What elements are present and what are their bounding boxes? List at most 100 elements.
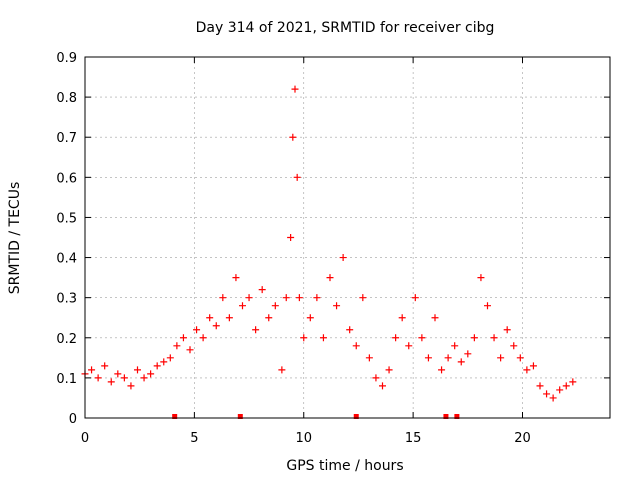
data-point-0-20 xyxy=(212,322,220,330)
data-point-0-65 xyxy=(484,302,491,310)
data-point-0-51 xyxy=(392,334,400,342)
data-point-0-9 xyxy=(140,374,148,382)
data-point-0-38 xyxy=(306,314,314,322)
data-point-0-19 xyxy=(206,314,214,322)
y-tick-label-5: 0.5 xyxy=(56,211,77,226)
data-point-0-68 xyxy=(503,326,511,334)
y-tick-label-4: 0.4 xyxy=(56,252,77,267)
x-tick-label-1: 5 xyxy=(190,431,198,446)
data-point-0-2 xyxy=(94,374,102,382)
data-point-0-28 xyxy=(265,314,273,322)
data-point-0-7 xyxy=(127,382,135,390)
data-point-0-27 xyxy=(258,286,266,294)
data-point-0-3 xyxy=(101,362,109,370)
data-point-0-70 xyxy=(516,354,524,362)
x-tick-label-3: 15 xyxy=(405,431,422,446)
data-point-0-17 xyxy=(193,326,201,334)
bottom-marker-3 xyxy=(443,414,449,419)
data-point-0-18 xyxy=(199,334,207,342)
y-tick-label-2: 0.2 xyxy=(56,332,77,347)
x-axis-label: GPS time / hours xyxy=(286,458,403,474)
data-point-0-54 xyxy=(411,294,419,302)
data-point-0-41 xyxy=(326,274,334,282)
data-point-0-36 xyxy=(295,294,303,302)
plot-frame xyxy=(84,56,611,419)
data-point-0-78 xyxy=(569,378,577,386)
data-point-0-32 xyxy=(287,234,295,241)
data-point-0-71 xyxy=(523,366,531,374)
data-point-0-49 xyxy=(379,382,386,390)
bottom-markers xyxy=(172,414,460,419)
data-point-0-66 xyxy=(490,334,498,342)
y-tick-label-3: 0.3 xyxy=(56,292,77,307)
x-tick-label-4: 20 xyxy=(514,431,531,446)
data-point-0-8 xyxy=(134,366,141,374)
y-tick-label-8: 0.8 xyxy=(56,91,77,106)
data-point-0-23 xyxy=(232,274,240,282)
data-point-0-62 xyxy=(464,350,472,358)
data-point-0-72 xyxy=(529,362,537,370)
data-point-0-50 xyxy=(385,366,393,374)
data-point-0-25 xyxy=(245,294,253,302)
data-point-0-4 xyxy=(107,378,115,386)
data-point-0-76 xyxy=(556,386,564,394)
x-tick-label-0: 0 xyxy=(81,431,89,446)
axis-ticks: 0 0.1 0.2 0.3 0.4 0.5 0.6 0.7 0.8 0.9 0 5 10 15 20 xyxy=(56,51,610,446)
data-point-0-63 xyxy=(470,334,478,342)
y-tick-label-9: 0.9 xyxy=(56,51,77,66)
data-point-0-26 xyxy=(252,326,260,334)
data-point-0-69 xyxy=(510,342,518,350)
data-point-0-21 xyxy=(219,294,227,302)
data-point-0-48 xyxy=(372,374,380,382)
data-point-0-47 xyxy=(365,354,373,362)
data-point-0-40 xyxy=(319,334,327,342)
data-points xyxy=(81,85,577,402)
data-point-0-31 xyxy=(282,294,290,302)
data-point-0-13 xyxy=(166,354,174,362)
y-tick-label-6: 0.6 xyxy=(56,171,77,186)
data-point-0-42 xyxy=(333,302,341,310)
bottom-marker-2 xyxy=(353,414,359,419)
y-tick-label-0: 0 xyxy=(69,412,77,427)
data-point-0-43 xyxy=(339,254,347,262)
data-point-0-10 xyxy=(147,370,155,378)
data-point-0-44 xyxy=(346,326,354,334)
bottom-marker-4 xyxy=(454,414,460,419)
y-tick-label-1: 0.1 xyxy=(56,372,77,387)
data-point-0-58 xyxy=(438,366,446,374)
data-point-0-22 xyxy=(225,314,233,322)
x-tick-label-2: 10 xyxy=(295,431,312,446)
data-point-0-1 xyxy=(88,366,96,374)
data-point-0-5 xyxy=(114,370,122,378)
data-point-0-37 xyxy=(300,334,308,342)
bottom-marker-1 xyxy=(237,414,243,419)
data-point-0-73 xyxy=(536,382,544,390)
y-axis-label: SRMTID / TECUs xyxy=(7,182,23,295)
data-point-0-12 xyxy=(160,358,168,366)
data-point-0-29 xyxy=(271,302,279,310)
data-point-0-15 xyxy=(179,334,187,342)
data-point-0-57 xyxy=(431,314,439,322)
data-point-0-34 xyxy=(291,85,299,93)
data-point-0-33 xyxy=(289,133,297,141)
bottom-marker-0 xyxy=(172,414,178,419)
data-point-0-53 xyxy=(405,342,413,350)
data-point-0-60 xyxy=(451,342,459,350)
data-point-0-59 xyxy=(444,354,452,362)
data-point-0-6 xyxy=(120,374,128,382)
data-point-0-24 xyxy=(239,302,246,310)
data-point-0-46 xyxy=(359,294,367,302)
data-point-0-55 xyxy=(418,334,426,342)
y-tick-label-7: 0.7 xyxy=(56,131,77,146)
data-point-0-77 xyxy=(562,382,570,390)
data-point-0-56 xyxy=(424,354,432,362)
data-point-0-74 xyxy=(543,390,551,398)
data-point-0-35 xyxy=(293,173,301,181)
data-point-0-39 xyxy=(313,294,321,302)
data-point-0-67 xyxy=(497,354,505,362)
data-point-0-11 xyxy=(153,362,161,370)
data-point-0-52 xyxy=(398,314,406,322)
chart-title: Day 314 of 2021, SRMTID for receiver cib… xyxy=(196,20,495,36)
data-point-0-61 xyxy=(457,358,465,366)
